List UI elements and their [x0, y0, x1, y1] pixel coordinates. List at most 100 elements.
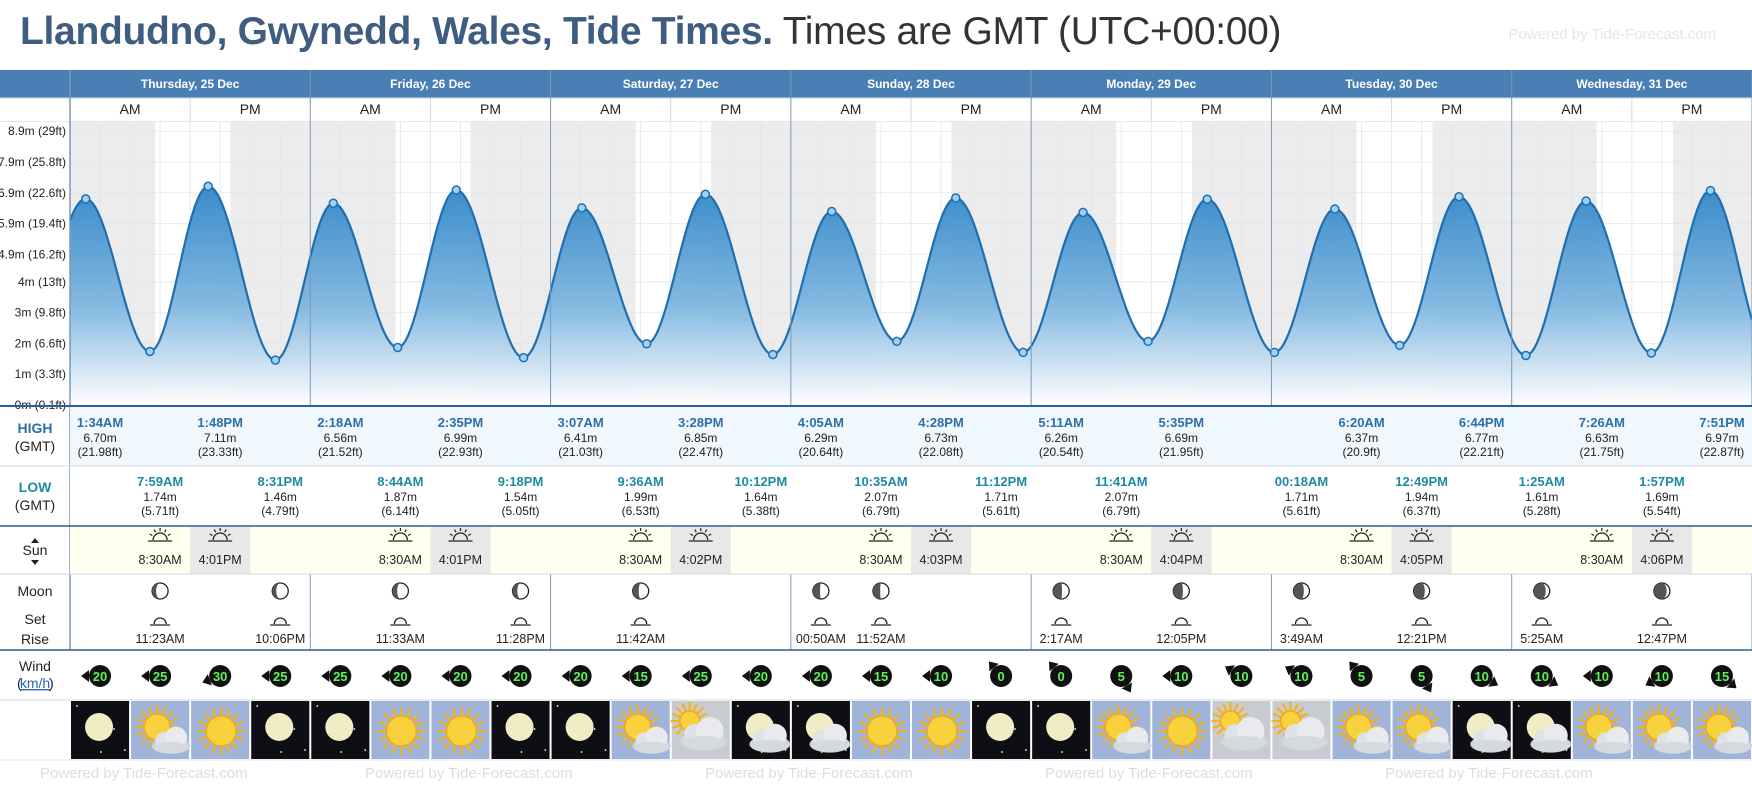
- high-tide-height-m: 6.56m: [324, 431, 357, 445]
- powered-by-footer-5: Powered by Tide-Forecast.com: [1385, 765, 1593, 782]
- low-tide-time: 11:12PM: [975, 474, 1027, 489]
- moonrise-icon: [1411, 617, 1432, 626]
- low-tide-height-m: 2.07m: [864, 490, 897, 504]
- high-tide-time: 3:28PM: [678, 415, 724, 430]
- low-tide-height-ft: (6.37ft): [1403, 504, 1441, 518]
- wind-speed: 25: [333, 669, 347, 684]
- sunset-time: 4:03PM: [919, 553, 962, 567]
- moonset-icon: [270, 617, 291, 626]
- low-tide-time: 8:44AM: [377, 474, 423, 489]
- day-label: Saturday, 27 Dec: [623, 77, 719, 91]
- sun-icon: [191, 701, 250, 759]
- wind-arrow-icon: [988, 661, 1013, 687]
- high-tide-time: 2:35PM: [438, 415, 484, 430]
- wind-arrow-icon: [1162, 665, 1193, 687]
- sun-cloud-icon: [1632, 701, 1693, 759]
- low-tide-height-ft: (5.05ft): [502, 504, 540, 518]
- low-tide-height-m: 1.64m: [744, 490, 777, 504]
- wind-arrow-icon: [1110, 665, 1133, 693]
- sunrise-time: 8:30AM: [139, 553, 182, 567]
- moon-event-time: 12:47PM: [1637, 632, 1687, 646]
- tide-point: [80, 194, 91, 204]
- tide-point: [1269, 347, 1280, 358]
- powered-by-footer-1: Powered by Tide-Forecast.com: [40, 765, 248, 782]
- low-tide-time: 10:35AM: [854, 474, 907, 489]
- wind-paren-open: (: [17, 675, 22, 691]
- low-tide-time: 1:57PM: [1639, 474, 1685, 489]
- low-tide-height-ft: (5.61ft): [1282, 504, 1320, 518]
- tide-point: [1143, 336, 1153, 347]
- low-label: LOW: [19, 479, 52, 495]
- pm-label: PM: [1201, 101, 1222, 117]
- moon-phase-icon: [632, 582, 650, 600]
- sun-icon: [912, 701, 971, 759]
- tide-point: [826, 206, 837, 217]
- powered-by-footer-3: Powered by Tide-Forecast.com: [705, 765, 913, 782]
- sunset-cell: [670, 527, 731, 574]
- wind-speed: 5: [1418, 669, 1425, 684]
- sunset-cell: [911, 527, 972, 574]
- wind-speed: 10: [934, 669, 948, 684]
- moonrise-icon: [870, 617, 891, 626]
- low-tide-height-m: 1.46m: [264, 490, 297, 504]
- wind-arrow-icon: [441, 665, 472, 687]
- wind-speed: 10: [1595, 669, 1609, 684]
- am-label: AM: [1561, 101, 1582, 117]
- moon-cloud-icon: [1452, 701, 1512, 759]
- am-label: AM: [360, 101, 381, 117]
- high-tide-time: 5:35PM: [1159, 415, 1205, 430]
- high-tide-time: 4:28PM: [918, 415, 964, 430]
- wind-arrow-icon: [801, 665, 832, 687]
- y-tick-label: 4m (13ft): [18, 275, 66, 289]
- wind-unit-link[interactable]: km/h: [20, 675, 50, 691]
- am-label: AM: [1321, 101, 1342, 117]
- sunrise-icon: [1589, 528, 1614, 542]
- tide-point: [1581, 196, 1591, 206]
- low-tide-height-m: 1.94m: [1405, 490, 1438, 504]
- sunrise-icon: [1109, 528, 1134, 542]
- high-row: [70, 407, 1752, 466]
- wind-speed: 0: [1058, 669, 1065, 684]
- am-label: AM: [120, 101, 141, 117]
- low-tide-time: 8:31PM: [257, 474, 303, 489]
- moon-event-time: 11:42AM: [616, 632, 665, 646]
- high-tide-height-m: 6.77m: [1465, 431, 1498, 445]
- high-tide-height-ft: (22.93ft): [438, 445, 483, 459]
- day-label: Sunday, 28 Dec: [867, 77, 955, 91]
- high-tide-height-m: 6.70m: [83, 431, 116, 445]
- tide-point: [1078, 207, 1088, 218]
- cloud-icon: [1211, 701, 1271, 759]
- y-tick-label: 3m (9.8ft): [15, 306, 66, 320]
- day-label: Wednesday, 31 Dec: [1576, 77, 1687, 91]
- high-tz-label: (GMT): [15, 438, 55, 454]
- moon-phase-icon: [1533, 582, 1551, 600]
- y-tick-label: 5.9m (19.4ft): [0, 217, 66, 231]
- moon-event-time: 11:33AM: [376, 632, 425, 646]
- low-tide-height-ft: (5.61ft): [982, 504, 1020, 518]
- sunset-icon: [929, 528, 954, 542]
- y-tick-label: 1m (3.3ft): [15, 367, 66, 381]
- low-tide-height-m: 1.71m: [984, 490, 1017, 504]
- high-tide-height-ft: (21.98ft): [78, 445, 123, 459]
- moon-event-time: 12:21PM: [1397, 632, 1447, 646]
- sunset-icon: [448, 528, 473, 542]
- tide-point: [1646, 348, 1657, 358]
- moon-event-time: 12:05PM: [1156, 632, 1206, 646]
- sun-icon: [851, 701, 910, 759]
- ampm-band: [0, 98, 1752, 122]
- wind-speed: 0: [997, 669, 1004, 684]
- moon-icon: [551, 701, 610, 759]
- moonset-icon: [510, 617, 531, 626]
- moon-event-time: 5:25AM: [1520, 632, 1563, 646]
- sun-cloud-icon: [1392, 701, 1452, 759]
- sunset-cell: [1151, 527, 1212, 574]
- moon-phase-icon: [271, 582, 289, 600]
- high-tide-height-ft: (22.87ft): [1700, 445, 1745, 459]
- sunset-time: 4:06PM: [1640, 553, 1683, 567]
- sun-cloud-icon: [1092, 701, 1152, 759]
- sunrise-time: 8:30AM: [619, 553, 662, 567]
- wind-arrow-icon: [1349, 661, 1373, 687]
- moon-icon: [71, 701, 130, 759]
- wind-speed: 5: [1358, 669, 1365, 684]
